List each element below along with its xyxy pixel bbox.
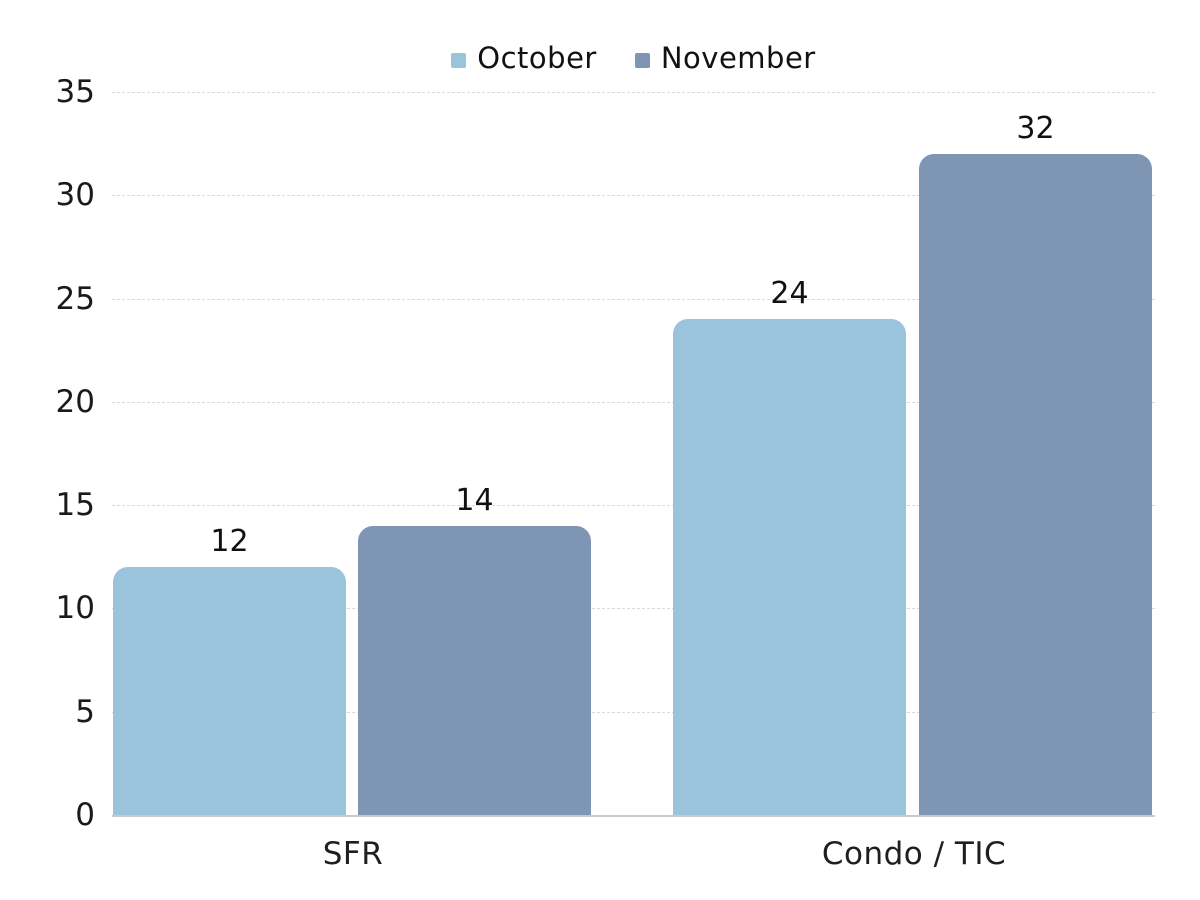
x-category-label-condo-tic: Condo / TIC <box>821 836 1007 872</box>
y-tick-label-5: 5 <box>75 693 95 730</box>
bar-october-condo-tic <box>673 319 906 815</box>
y-tick-label-30: 30 <box>55 177 95 214</box>
bar-november-sfr <box>358 525 591 815</box>
bar-october-sfr <box>113 567 346 815</box>
gridline-y-10 <box>112 608 1155 610</box>
x-axis-baseline <box>112 815 1155 817</box>
gridline-y-35 <box>112 92 1155 93</box>
gridline-y-5 <box>112 711 1155 713</box>
y-tick-label-25: 25 <box>55 280 95 317</box>
x-category-label-sfr: SFR <box>322 836 384 872</box>
data-label-october-condo-tic: 24 <box>770 276 809 312</box>
data-label-november-sfr: 14 <box>455 482 494 518</box>
y-tick-label-20: 20 <box>55 383 95 420</box>
bar-november-condo-tic <box>919 153 1152 815</box>
data-label-october-sfr: 12 <box>210 524 249 560</box>
legend-swatch-october <box>451 52 467 68</box>
legend-label: November <box>660 41 816 75</box>
legend-swatch-november <box>634 52 650 68</box>
gridline-y-30 <box>112 195 1155 197</box>
data-label-november-condo-tic: 32 <box>1016 110 1055 146</box>
y-tick-label-10: 10 <box>55 590 95 627</box>
gridline-y-25 <box>112 298 1155 300</box>
chart-legend: October November <box>112 36 1155 80</box>
legend-item-october: October <box>451 41 597 75</box>
gridline-y-20 <box>112 401 1155 403</box>
legend-item-november: November <box>634 41 816 75</box>
legend-label: October <box>477 41 597 75</box>
y-tick-label-15: 15 <box>55 487 95 524</box>
gridline-y-15 <box>112 505 1155 507</box>
y-tick-label-0: 0 <box>75 797 95 833</box>
y-tick-label-35: 35 <box>55 74 95 110</box>
